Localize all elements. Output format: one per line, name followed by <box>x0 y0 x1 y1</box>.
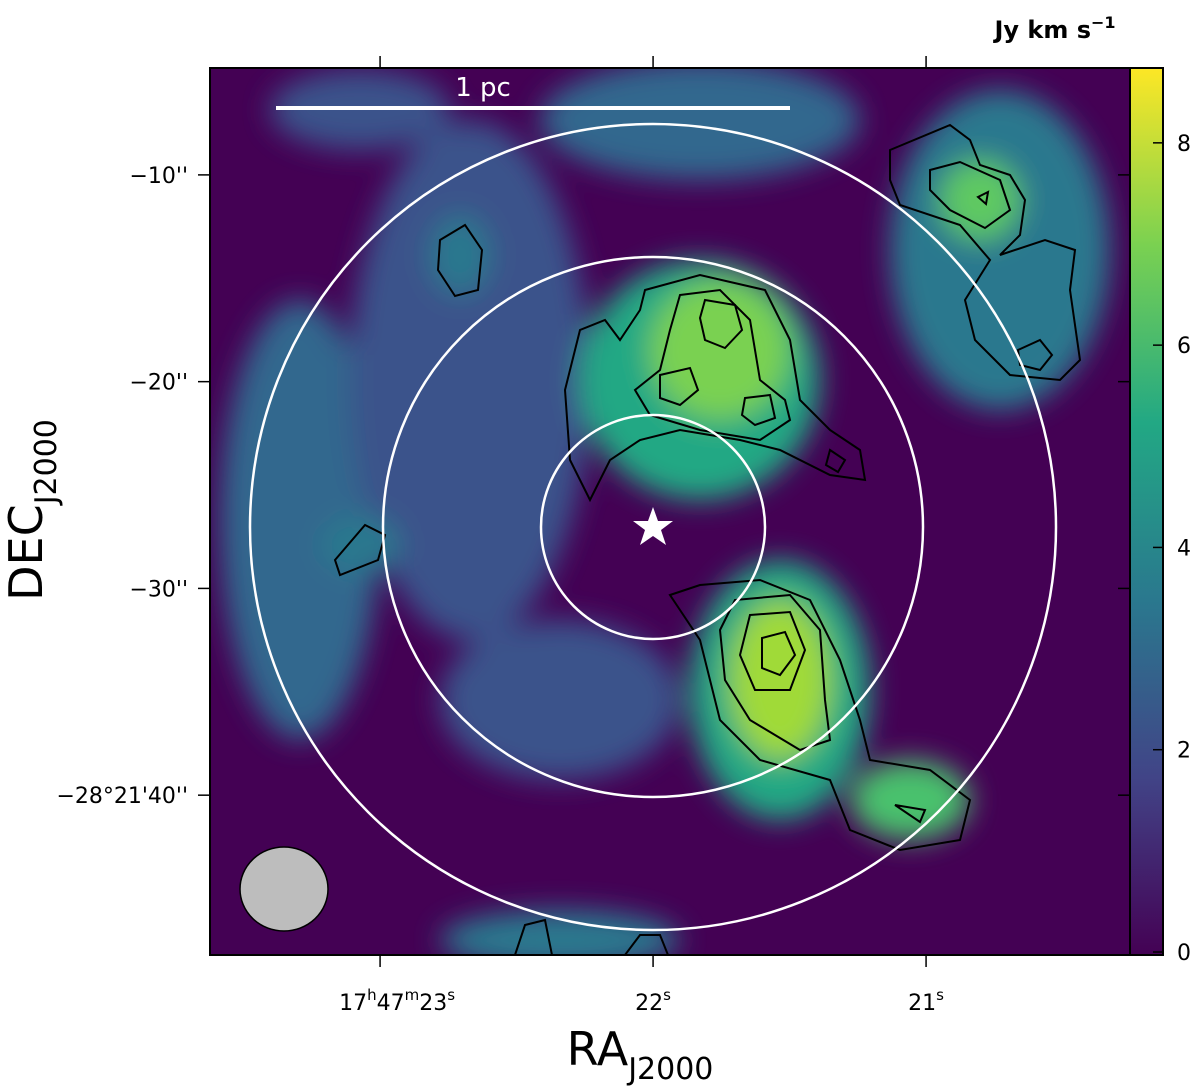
x-tick-label-unit: s <box>936 986 944 1004</box>
colorbar-tick-label: 0 <box>1177 941 1191 966</box>
x-tick-label-number: 23 <box>419 991 447 1016</box>
x-tick-label-number: 17 <box>339 991 367 1016</box>
x-tick-label: 21s <box>908 986 944 1016</box>
colorbar-unit: Jy km s <box>992 16 1091 44</box>
x-tick-label-number: 47 <box>377 991 405 1016</box>
x-tick-label-number: 22 <box>635 991 663 1016</box>
x-tick-label-unit: m <box>405 986 420 1004</box>
x-axis-label: RAJ2000 <box>567 1022 714 1087</box>
x-tick-label: 22s <box>635 986 671 1016</box>
x-tick-label-unit: h <box>367 986 377 1004</box>
y-tick-label: −30'' <box>129 577 188 602</box>
colorbar-tick-label: 8 <box>1177 132 1191 157</box>
x-axis-label-sub: J2000 <box>626 1052 713 1087</box>
y-axis-label: DECJ2000 <box>0 419 64 601</box>
x-tick-label: 17h47m23s <box>339 986 455 1016</box>
y-tick-label: −10'' <box>129 164 188 189</box>
x-tick-label-unit: s <box>447 986 455 1004</box>
y-axis-label-sub: J2000 <box>29 419 64 506</box>
scale-bar-label: 1 pc <box>455 73 511 103</box>
colorbar-unit-exponent: −1 <box>1091 13 1116 32</box>
beam <box>239 846 329 932</box>
colorbar-tick-label: 2 <box>1177 739 1191 764</box>
colorbar <box>1129 67 1164 956</box>
star-marker <box>633 507 673 545</box>
y-tick-label: −20'' <box>129 371 188 396</box>
x-tick-label-number: 21 <box>908 991 936 1016</box>
intensity-map <box>210 68 1130 955</box>
x-axis-label-main: RA <box>567 1022 629 1076</box>
colorbar-tick-label: 4 <box>1177 536 1191 561</box>
colorbar-label: Jy km s−1 <box>992 13 1115 44</box>
colorbar-tick-label: 6 <box>1177 334 1191 359</box>
y-tick-label: −28°21'40'' <box>56 784 188 809</box>
y-axis-label-main: DEC <box>0 504 53 601</box>
x-tick-label-unit: s <box>663 986 671 1004</box>
